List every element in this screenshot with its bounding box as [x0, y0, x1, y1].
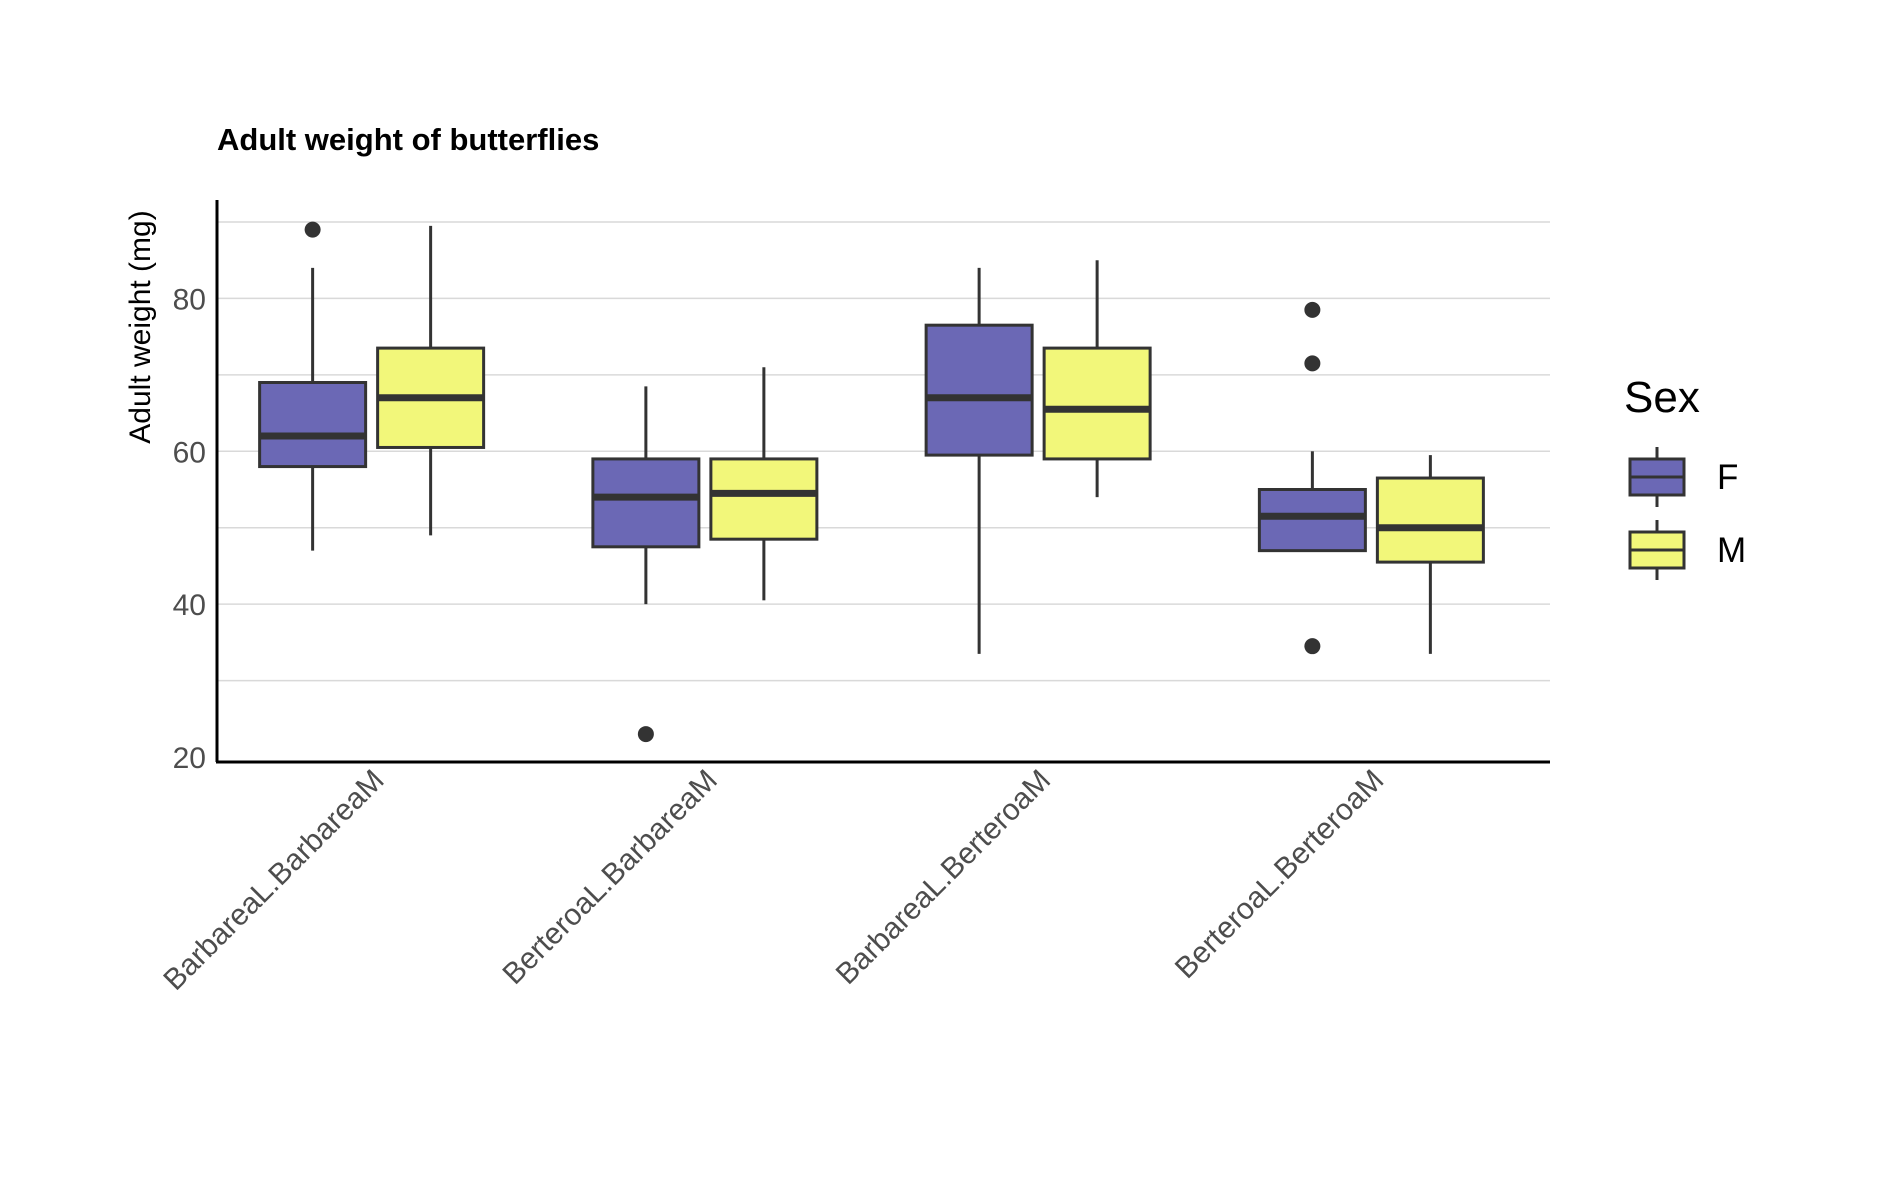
y-tick-label: 80 — [173, 283, 206, 316]
legend-item-f: F — [1628, 447, 1738, 507]
iqr-box — [1257, 488, 1367, 553]
box-f — [591, 386, 701, 743]
outlier-point — [1304, 638, 1321, 655]
iqr-box — [709, 457, 819, 541]
outlier-point — [1304, 301, 1321, 318]
x-tick-label: BerteroaL.BarbareaM — [496, 764, 723, 991]
x-tick-label: BarbareaL.BarbareaM — [157, 764, 390, 997]
box-m — [376, 225, 486, 536]
iqr-box — [258, 381, 368, 469]
y-axis-ticks: 20 40 60 80 — [173, 283, 206, 775]
box-f — [1257, 301, 1367, 655]
legend-label: F — [1717, 458, 1738, 497]
iqr-box — [591, 457, 701, 549]
iqr-box — [1375, 476, 1485, 564]
category-group — [1257, 301, 1485, 655]
box-groups — [258, 221, 1485, 743]
x-axis-ticks: BarbareaL.BarbareaM BerteroaL.BarbareaM Ba… — [157, 764, 1390, 997]
gridlines — [217, 221, 1550, 682]
y-axis-label: Adult weight (mg) — [124, 210, 157, 443]
chart-title: Adult weight of butterflies — [217, 122, 599, 157]
legend-label: M — [1717, 531, 1746, 570]
box-f — [924, 267, 1034, 654]
iqr-box — [1042, 346, 1152, 461]
y-tick-label: 20 — [173, 742, 206, 775]
box-f — [258, 221, 368, 551]
category-group — [591, 367, 819, 743]
iqr-box — [924, 323, 1034, 457]
category-group — [924, 260, 1152, 654]
legend-item-m: M — [1628, 520, 1746, 580]
x-tick-label: BerteroaL.BerteroaM — [1169, 764, 1390, 985]
legend: Sex FM — [1624, 373, 1746, 580]
outlier-point — [1304, 355, 1321, 372]
y-tick-label: 60 — [173, 436, 206, 469]
legend-title: Sex — [1624, 373, 1700, 422]
x-tick-label: BarbareaL.BerteroaM — [830, 764, 1057, 991]
outlier-point — [304, 221, 321, 238]
y-tick-label: 40 — [173, 589, 206, 622]
category-group — [258, 221, 486, 551]
outlier-point — [637, 726, 654, 743]
box-m — [709, 367, 819, 601]
axes — [215, 200, 1550, 764]
box-m — [1042, 260, 1152, 498]
box-m — [1375, 455, 1485, 654]
